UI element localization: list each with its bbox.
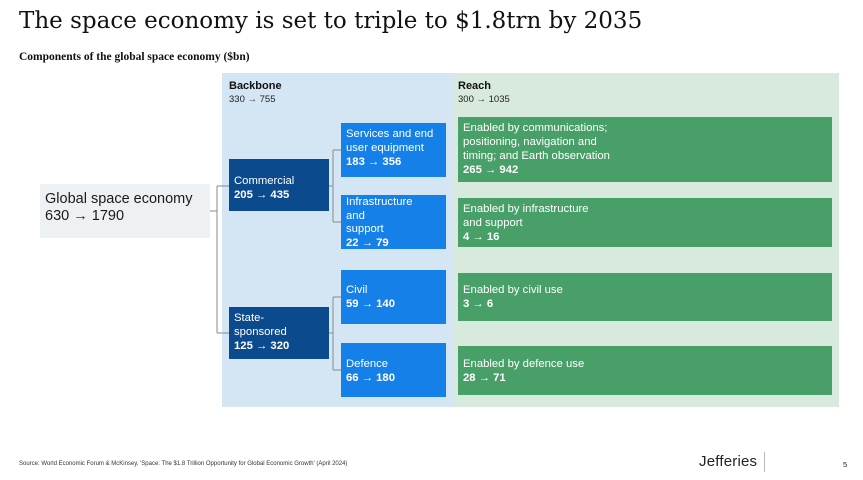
- company-logo: Jefferies: [699, 453, 758, 470]
- total-box: Global space economy 630 → 1790: [40, 184, 210, 238]
- total-label: Global space economy: [45, 191, 193, 207]
- defence-label: Defence: [346, 358, 389, 370]
- infrastructure-box: Infrastructure and support 22 → 79: [341, 195, 446, 249]
- reach-comms-value: 265 → 942: [463, 164, 519, 176]
- backbone-heading: Backbone: [229, 80, 282, 92]
- source-note: Source: World Economic Forum & McKinsey,…: [19, 461, 348, 467]
- reach-defence-line1: Enabled by defence use: [463, 358, 585, 370]
- reach-infra-line1: Enabled by infrastructure: [463, 203, 589, 215]
- state-value: 125 → 320: [234, 340, 290, 352]
- footer-divider: [764, 452, 765, 472]
- reach-infrastructure-box: Enabled by infrastructure and support 4 …: [458, 198, 832, 247]
- reach-heading: Reach: [458, 80, 492, 92]
- reach-infra-value: 4 → 16: [463, 231, 500, 243]
- defence-box: Defence 66 → 180: [341, 343, 446, 397]
- state-label-line1: State-: [234, 312, 265, 324]
- reach-infra-line2: and support: [463, 217, 523, 229]
- state-label-line2: sponsored: [234, 326, 287, 338]
- state-sponsored-box: State- sponsored 125 → 320: [229, 307, 329, 359]
- civil-box: Civil 59 → 140: [341, 270, 446, 324]
- page-title: The space economy is set to triple to $1…: [19, 8, 643, 34]
- defence-value: 66 → 180: [346, 372, 395, 384]
- reach-defence-value: 28 → 71: [463, 372, 506, 384]
- commercial-box: Commercial 205 → 435: [229, 159, 329, 211]
- reach-civil-value: 3 → 6: [463, 298, 494, 310]
- services-value: 183 → 356: [346, 156, 402, 168]
- reach-defence-box: Enabled by defence use 28 → 71: [458, 346, 832, 395]
- services-box: Services and end user equipment 183 → 35…: [341, 123, 446, 177]
- reach-comms-line2: positioning, navigation and: [463, 136, 597, 148]
- infrastructure-label-line2: and: [346, 209, 365, 222]
- commercial-value: 205 → 435: [234, 189, 290, 201]
- services-label-line2: user equipment: [346, 142, 424, 154]
- civil-value: 59 → 140: [346, 298, 395, 310]
- reach-range: 300 → 1035: [458, 94, 510, 105]
- reach-comms-line3: timing; and Earth observation: [463, 150, 610, 162]
- backbone-range: 330 → 755: [229, 94, 276, 105]
- reach-civil-line1: Enabled by civil use: [463, 284, 563, 296]
- reach-civil-box: Enabled by civil use 3 → 6: [458, 273, 832, 321]
- reach-communications-box: Enabled by communications; positioning, …: [458, 117, 832, 182]
- total-value: 630 → 1790: [45, 208, 125, 224]
- civil-label: Civil: [346, 284, 368, 296]
- page-number: 5: [843, 460, 848, 469]
- infrastructure-label-line3: support: [346, 223, 384, 235]
- services-label-line1: Services and end: [346, 128, 434, 140]
- reach-comms-line1: Enabled by communications;: [463, 122, 608, 134]
- infrastructure-label-line1: Infrastructure: [346, 196, 413, 208]
- infrastructure-value: 22 → 79: [346, 236, 389, 249]
- chart-subtitle: Components of the global space economy (…: [19, 51, 250, 63]
- commercial-label: Commercial: [234, 175, 295, 187]
